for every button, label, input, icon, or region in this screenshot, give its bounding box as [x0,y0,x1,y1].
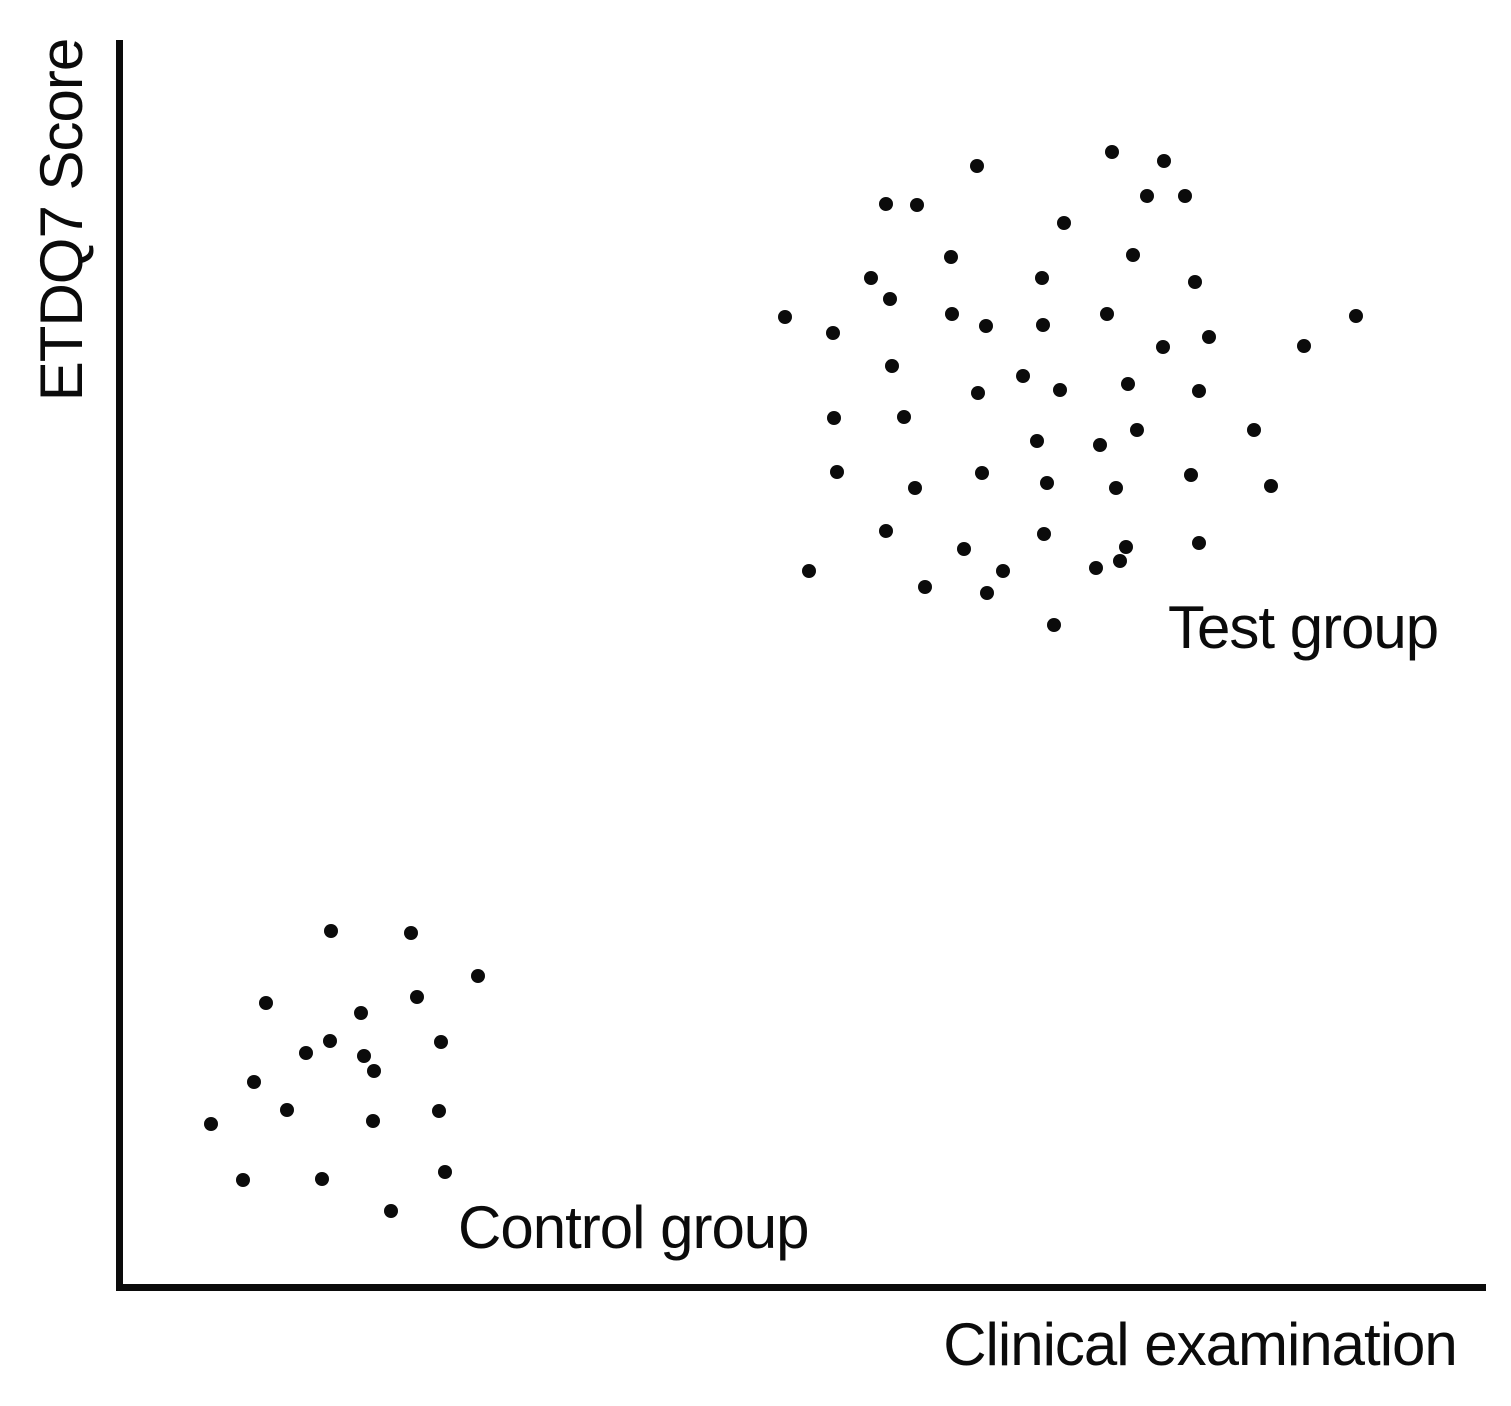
scatter-point [879,524,893,538]
control-group-annotation: Control group [458,1194,810,1261]
scatter-point [1192,384,1206,398]
scatter-point [1053,383,1067,397]
scatter-point [957,542,971,556]
scatter-point [975,466,989,480]
scatter-point [438,1165,452,1179]
scatter-point [996,564,1010,578]
scatter-point [1121,377,1135,391]
scatter-point [354,1006,368,1020]
x-axis-label: Clinical examination [943,1311,1458,1378]
scatter-point [830,465,844,479]
scatter-point [366,1114,380,1128]
scatter-point [404,926,418,940]
scatter-point [971,386,985,400]
scatter-point [910,198,924,212]
scatter-point [1126,248,1140,262]
scatter-point [204,1117,218,1131]
scatter-point [883,292,897,306]
scatter-point [864,271,878,285]
scatter-point [1057,216,1071,230]
scatter-point [980,586,994,600]
scatter-point [1188,275,1202,289]
scatter-point [432,1104,446,1118]
scatter-point [778,310,792,324]
x-axis-line [116,1284,1486,1291]
scatter-point [802,564,816,578]
scatter-point [1113,554,1127,568]
scatter-point [1035,271,1049,285]
scatter-point [1100,307,1114,321]
scatter-point [1016,369,1030,383]
scatter-point [357,1049,371,1063]
scatter-point [434,1035,448,1049]
scatter-point [259,996,273,1010]
scatter-point [1130,423,1144,437]
scatter-point [970,159,984,173]
scatter-point [1036,318,1050,332]
scatter-point [247,1075,261,1089]
scatter-point [324,924,338,938]
scatter-point [471,969,485,983]
scatter-point [1109,481,1123,495]
scatter-point [1037,527,1051,541]
scatter-point [367,1064,381,1078]
scatter-point [323,1034,337,1048]
y-axis-line [116,40,123,1291]
scatter-point [1247,423,1261,437]
scatter-point [945,307,959,321]
scatter-point [384,1204,398,1218]
scatter-point [827,411,841,425]
scatter-point [897,410,911,424]
test-group-annotation: Test group [1168,594,1439,661]
scatter-point [879,197,893,211]
y-axis-label: ETDQ7 Score [28,38,95,402]
scatter-point [1297,339,1311,353]
scatter-point [1140,189,1154,203]
scatter-point [918,580,932,594]
scatter-point [1047,618,1061,632]
scatter-point [1089,561,1103,575]
scatter-point [1184,468,1198,482]
scatter-point [1349,309,1363,323]
scatter-point [944,250,958,264]
scatter-point [1040,476,1054,490]
scatter-point [826,326,840,340]
scatter-point [1119,540,1133,554]
scatter-point [1202,330,1216,344]
scatter-point [885,359,899,373]
scatter-point [410,990,424,1004]
scatter-point [236,1173,250,1187]
scatter-point [1178,189,1192,203]
scatter-point [1156,340,1170,354]
scatter-point [979,319,993,333]
scatter-point [1030,434,1044,448]
scatter-point [1093,438,1107,452]
scatter-point [1105,145,1119,159]
scatter-point [280,1103,294,1117]
scatter-point [1157,154,1171,168]
scatter-point [315,1172,329,1186]
scatter-point [1192,536,1206,550]
scatter-point [908,481,922,495]
scatter-point [1264,479,1278,493]
scatter-point [299,1046,313,1060]
